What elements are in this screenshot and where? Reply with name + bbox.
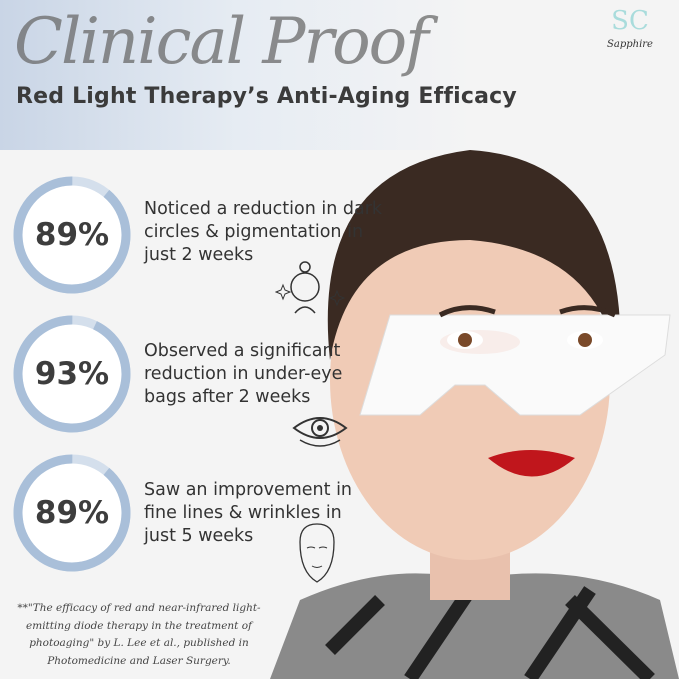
lips xyxy=(488,450,575,477)
stat-ring-2: 93% xyxy=(12,314,132,434)
citation-footnote: **"The efficacy of red and near-infrared… xyxy=(14,600,264,670)
progress-ring xyxy=(13,454,131,572)
stat-text-3: Saw an improvement in fine lines & wrink… xyxy=(144,479,394,548)
stat-line: Observed a significant xyxy=(144,341,341,361)
iris-right xyxy=(578,333,592,347)
stat-line: fine lines & wrinkles in xyxy=(144,503,342,523)
eye-mask-device xyxy=(359,314,671,416)
stat-percent: 93% xyxy=(34,356,110,392)
face-sparkle-icon xyxy=(275,261,345,314)
footnote-line: emitting diode therapy in the treatment … xyxy=(26,619,252,632)
stat-percent: 89% xyxy=(34,217,110,253)
footnote-line: **"The efficacy of red and near-infrared… xyxy=(17,602,261,614)
header-banner xyxy=(0,0,679,150)
stat-line: bags after 2 weeks xyxy=(144,387,311,407)
stat-line: Saw an improvement in xyxy=(144,480,353,500)
progress-ring xyxy=(13,176,131,294)
logo-monogram: SC xyxy=(611,6,649,36)
logo-word: Sapphire xyxy=(607,39,653,50)
subtitle: Red Light Therapy’s Anti-Aging Efficacy xyxy=(16,84,517,109)
progress-arc xyxy=(13,176,131,294)
stat-line: reduction in under-eye xyxy=(144,364,343,384)
eye-icon xyxy=(292,417,348,447)
brand-logo: SC Sapphire xyxy=(600,6,660,58)
model-photo xyxy=(270,150,679,679)
stat-text-2: Observed a significant reduction in unde… xyxy=(144,340,394,409)
stat-text-1: Noticed a reduction in dark circles & pi… xyxy=(144,198,394,267)
face-outline-icon xyxy=(299,523,335,583)
stat-line: circles & pigmentation in xyxy=(144,222,364,242)
hair xyxy=(327,150,621,370)
stat-line: just 2 weeks xyxy=(144,245,254,265)
shirt-pattern xyxy=(325,586,655,679)
stat-line: just 5 weeks xyxy=(144,526,254,546)
eyebrows xyxy=(438,305,617,318)
progress-ring xyxy=(13,315,131,433)
script-title: Clinical Proof xyxy=(14,5,429,79)
iris-left xyxy=(458,333,472,347)
footnote-line: Photomedicine and Laser Surgery. xyxy=(47,654,231,667)
progress-arc xyxy=(13,315,131,433)
stat-ring-1: 89% xyxy=(12,175,132,295)
stat-percent: 89% xyxy=(34,495,110,531)
footnote-line: photoaging" by L. Lee et al., published … xyxy=(29,637,249,649)
stat-line: Noticed a reduction in dark xyxy=(144,199,383,219)
stat-ring-3: 89% xyxy=(12,453,132,573)
